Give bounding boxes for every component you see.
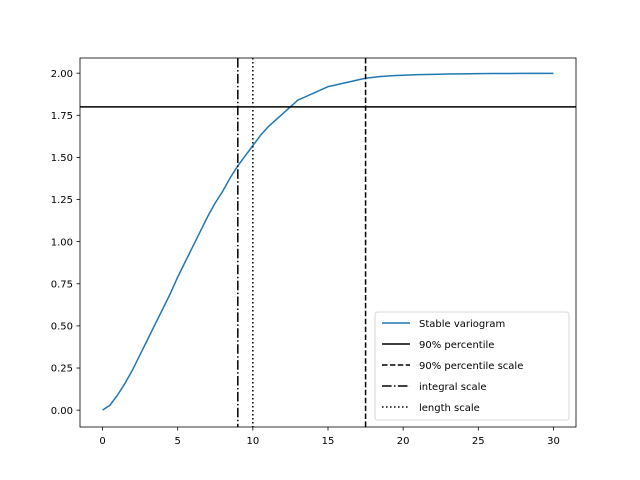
x-tick-label: 20 [397,436,410,447]
legend: Stable variogram 90% percentile 90% percen… [374,311,570,421]
legend-label-90pct-percentile-scale: 90% percentile scale [419,361,523,372]
x-tick-label: 10 [246,436,259,447]
y-tick-label: 0.50 [51,322,73,333]
y-tick-label: 1.50 [51,153,73,164]
y-tick-label: 0.25 [51,364,73,375]
legend-box [374,311,570,421]
legend-label-length-scale: length scale [419,403,480,414]
x-tick-label: 5 [175,436,181,447]
x-tick-label: 25 [472,436,485,447]
y-tick-label: 1.00 [51,237,73,248]
x-tick-label: 30 [547,436,560,447]
legend-label-stable-variogram: Stable variogram [419,319,505,330]
y-tick-label: 0.00 [51,406,73,417]
y-tick-label: 1.25 [51,195,73,206]
legend-label-90pct-percentile: 90% percentile [419,340,494,351]
y-tick-label: 1.75 [51,111,73,122]
y-tick-label: 2.00 [51,69,73,80]
x-tick-label: 0 [99,436,105,447]
x-tick-label: 15 [322,436,335,447]
legend-label-integral-scale: integral scale [419,382,487,393]
y-tick-label: 0.75 [51,279,73,290]
axes-layer: 0 5 10 15 20 25 30 0.00 0.25 0.50 0.75 1.00 1.25 1.50… [51,57,577,447]
series-layer [80,58,576,427]
